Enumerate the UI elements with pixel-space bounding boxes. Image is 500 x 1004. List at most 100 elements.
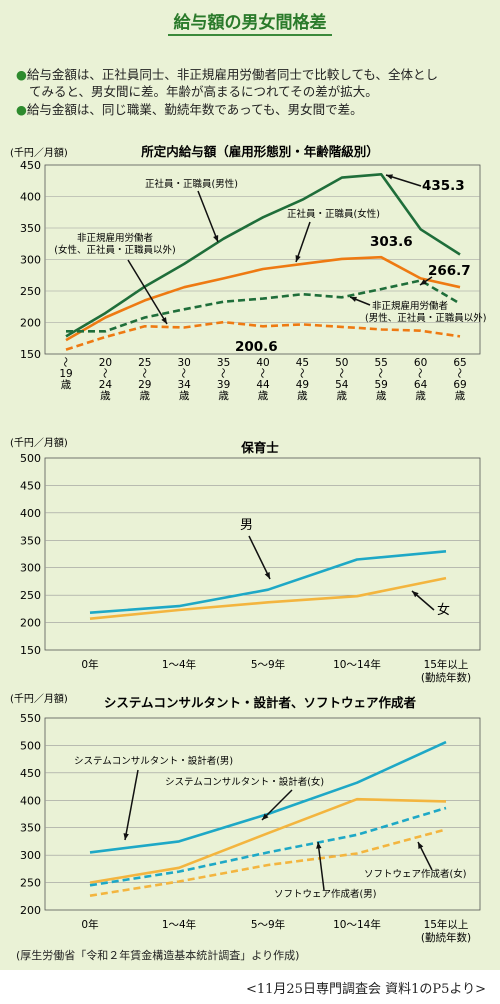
c1-xtick-part: 〜 (453, 368, 465, 379)
c3-ytick-label: 550 (20, 712, 41, 725)
c1-xtick-part: 29 (138, 379, 151, 391)
c1-xtick-part: 〜 (256, 368, 268, 379)
c1-legend-series-3-line1: 非正規雇用労働者 (77, 232, 153, 244)
c3-arrow-series-2-head (316, 842, 322, 849)
c1-xtick-label: 40〜44歳 (256, 357, 270, 402)
c1-xtick-part: 歳 (258, 390, 269, 402)
c1-xtick-label: 30〜34歳 (177, 357, 191, 402)
c3-xtick-label: 1〜4年 (162, 918, 196, 931)
c1-arrow-series-0 (197, 190, 219, 243)
bullet-mark: ● (16, 102, 27, 117)
c1-arrow-value-0-head (386, 174, 393, 180)
c1-xtick-part: 〜 (98, 368, 110, 379)
c1-ytick-label: 400 (20, 191, 41, 204)
page-title: 給与額の男女間格差 (173, 13, 327, 33)
c1-xtick-part: 50 (335, 357, 348, 369)
c2-xtick-label: 0年 (81, 658, 98, 671)
c1-xtick-part: 〜 (59, 357, 71, 368)
c1-arrow-series-3 (127, 259, 168, 325)
c3-ytick-label: 500 (20, 739, 41, 752)
c3-arrow-series-0 (124, 769, 139, 841)
c1-value-label-1: 303.6 (370, 234, 413, 250)
c1-xtick-part: 54 (335, 379, 349, 391)
c1-arrow-series-1 (295, 221, 311, 263)
bullet-mark: ● (16, 67, 27, 82)
c3-arrow-series-1 (261, 789, 293, 821)
chart1-title: 所定内給与額（雇用形態別・年齢階級別） (141, 144, 379, 159)
chart1-ylabel: (千円／月額) (10, 146, 68, 159)
c3-xtick-label: 10〜14年 (333, 918, 381, 931)
c2-ytick-label: 500 (20, 452, 41, 465)
c1-xtick-part: 歳 (455, 390, 466, 402)
c1-xtick-part: 55 (375, 357, 388, 369)
bullet-2-line1: 給与金額は、同じ職業、勤続年数であっても、男女間で差。 (26, 102, 363, 117)
c3-legend-series-0: システムコンサルタント・設計者(男) (74, 755, 233, 767)
c3-xtick-label: 5〜9年 (251, 918, 285, 931)
c1-xtick-part: 20 (99, 357, 112, 369)
c1-xtick-label: 45〜49歳 (295, 357, 309, 402)
c1-xtick-part: 59 (375, 379, 388, 391)
c1-arrow-series-1-head (295, 255, 301, 262)
chart-childcare-worker: (千円／月額) 保育士 150 200 250 300 350 400 450 500 0年 1〜… (10, 436, 481, 684)
c3-legend-series-1: システムコンサルタント・設計者(女) (165, 776, 324, 788)
c1-xtick-label: 35〜39歳 (217, 357, 231, 402)
c2-arrow-series-0-head (264, 572, 270, 579)
background-panel (0, 0, 500, 970)
c1-xtick-part: 歳 (376, 390, 387, 402)
c3-legend-series-2: ソフトウェア作成者(男) (274, 888, 376, 900)
c2-arrow-series-0 (248, 535, 271, 580)
bullet-1-line1: 給与金額は、正社員同士、非正規雇用労働者同士で比較しても、全体とし (26, 67, 439, 82)
chart-salary-by-age: (千円／月額) 所定内給与額（雇用形態別・年齢階級別） 150 200 250 300… (10, 144, 486, 402)
c1-ytick-label: 450 (20, 159, 41, 172)
c1-ytick-label: 150 (20, 348, 41, 361)
c3-arrow-series-3-head (418, 842, 424, 849)
c2-xtick-label: 1〜4年 (162, 658, 196, 671)
c1-xtick-part: 〜 (335, 368, 347, 379)
c2-ytick-label: 450 (20, 479, 41, 492)
c1-xtick-label: 60〜64歳 (414, 357, 428, 402)
bullet-2: ●給与金額は、同じ職業、勤続年数であっても、男女間で差。 (16, 101, 486, 118)
c1-arrow-value-2-head (420, 279, 427, 285)
c1-xtick-part: 49 (296, 379, 309, 391)
c1-legend-series-1: 正社員・正職員(女性) (287, 208, 380, 220)
c1-xtick-label: 20〜24歳 (98, 357, 112, 402)
c3-ytick-label: 350 (20, 822, 41, 835)
c1-xtick-part: 35 (217, 357, 230, 369)
c2-xtick-label: 5〜9年 (251, 658, 285, 671)
c3-xtick-label: 0年 (81, 918, 98, 931)
c1-xtick-part: 〜 (138, 368, 150, 379)
c1-legend-series-0: 正社員・正職員(男性) (145, 178, 238, 190)
c3-ytick-label: 400 (20, 794, 41, 807)
title-underline (168, 34, 332, 36)
reference-note: <11月25日専門調査会 資料1のP5より> (245, 982, 486, 997)
c1-xtick-part: 34 (178, 379, 192, 391)
c1-xtick-part: 24 (99, 379, 113, 391)
c1-xtick-part: 40 (256, 357, 269, 369)
chart3-ylabel: (千円／月額) (10, 692, 68, 705)
c2-plot-frame (44, 457, 481, 651)
c1-xtick-part: 〜 (295, 368, 307, 379)
c1-xtick-part: 64 (414, 379, 428, 391)
c2-series-0-line (89, 550, 447, 614)
c1-xtick-part: 69 (453, 379, 466, 391)
c1-xtick-part: 歳 (100, 390, 111, 402)
c1-ytick-label: 250 (20, 285, 41, 298)
c1-series-2-line (66, 279, 461, 333)
c1-xtick-part: 〜 (374, 368, 386, 379)
c2-series-1-line (89, 576, 447, 620)
c2-ytick-label: 250 (20, 589, 41, 602)
c3-ytick-label: 200 (20, 904, 41, 917)
c1-series-1-line (65, 255, 461, 342)
c1-xtick-part: 60 (414, 357, 427, 369)
c1-xtick-part: 19 (59, 368, 72, 380)
c1-xtick-label: 〜19歳 (59, 357, 73, 391)
c3-series-2-line (89, 806, 447, 887)
c1-xtick-part: 65 (453, 357, 466, 369)
c1-xtick-part: 39 (217, 379, 230, 391)
c2-xtick-label: 10〜14年 (333, 658, 381, 671)
c1-xtick-part: 45 (296, 357, 309, 369)
c2-xaxis-label: (勤続年数) (421, 671, 471, 684)
c3-xaxis-label: (勤続年数) (421, 931, 471, 944)
c1-series-3-line (65, 320, 461, 351)
c1-xtick-part: 歳 (61, 379, 72, 391)
